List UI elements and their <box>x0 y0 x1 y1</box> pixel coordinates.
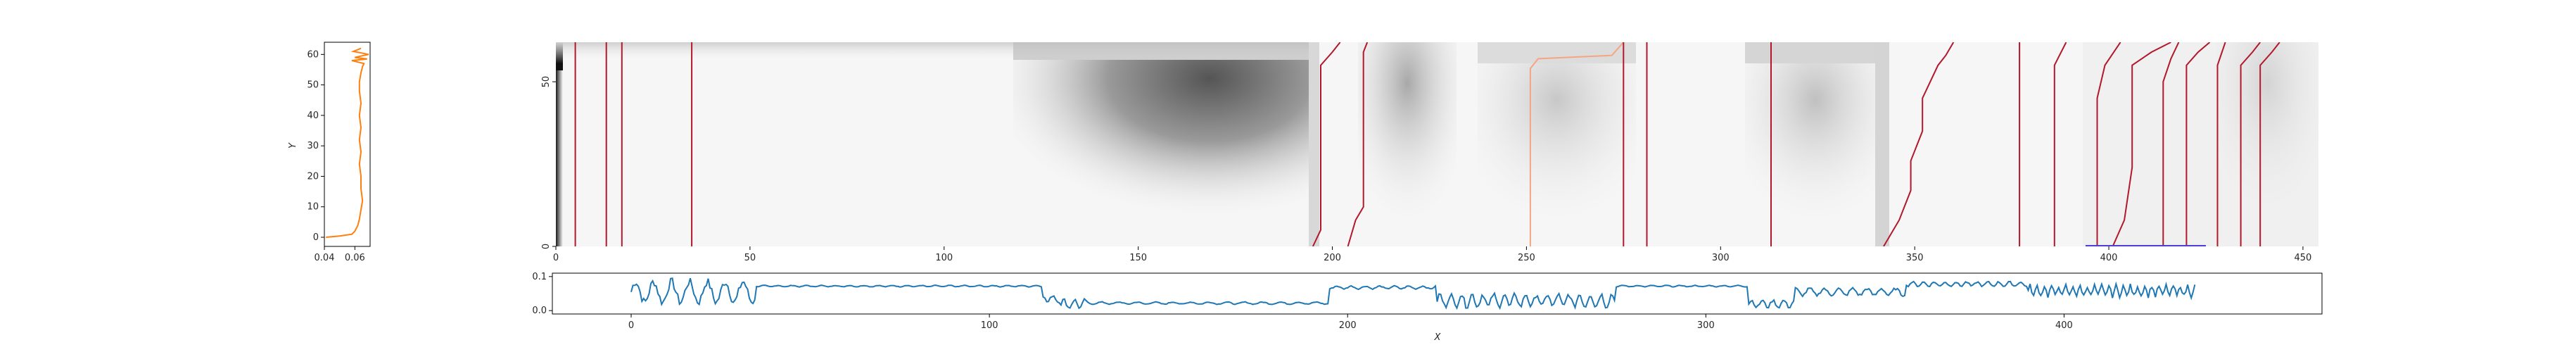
heatmap-image <box>556 42 2318 246</box>
left-profile-line <box>326 47 369 238</box>
heatmap-trace-line <box>1347 42 1369 246</box>
left-ytick-label: 30 <box>307 141 319 151</box>
left-ytick-label: 10 <box>307 202 319 213</box>
bottom-signal-xlabel: X <box>1434 332 1442 343</box>
bottom-xtick-label: 0 <box>628 320 634 331</box>
bottom-ytick-label: 0.1 <box>532 272 547 282</box>
bottom-signal-panel: 0 100 200 300 400 0.0 0.1 X <box>532 272 2323 343</box>
heatmap-xtick-label: 0 <box>553 253 559 263</box>
heatmap-trace-line <box>2240 42 2261 246</box>
heatmap-xtick-label: 200 <box>1324 253 1341 263</box>
bottom-xtick-label: 400 <box>2055 320 2073 331</box>
left-profile-xticks: 0.04 0.06 <box>315 246 365 263</box>
left-profile-ylabel: Y <box>288 142 298 149</box>
left-ytick-label: 40 <box>307 111 319 121</box>
bottom-xtick-label: 200 <box>1339 320 1357 331</box>
bottom-signal-yticks: 0.0 0.1 <box>532 272 552 316</box>
heatmap-trace-line <box>1529 42 1625 246</box>
heatmap-xtick-label: 250 <box>1518 253 1535 263</box>
heatmap-trace-line <box>2053 42 2067 246</box>
heatmap-ytick-label: 0 <box>541 244 552 249</box>
heatmap-xtick-label: 450 <box>2295 253 2312 263</box>
bottom-ytick-label: 0.0 <box>532 306 547 316</box>
bottom-signal-line <box>630 277 2196 310</box>
bottom-signal-xticks: 0 100 200 300 400 <box>628 314 2073 331</box>
heatmap-xtick-label: 300 <box>1712 253 1730 263</box>
heatmap-trace-line <box>1312 42 1341 246</box>
heatmap-ytick-label: 50 <box>541 76 552 88</box>
heatmap-trace-line <box>2096 42 2121 246</box>
heatmap-trace-line <box>2185 42 2211 246</box>
heatmap-xtick-label: 100 <box>935 253 953 263</box>
left-ytick-label: 60 <box>307 49 319 60</box>
heatmap-yticks: 0 50 <box>541 76 556 249</box>
heatmap-trace-line <box>2162 42 2180 246</box>
heatmap-trace-line <box>2259 42 2280 246</box>
bottom-signal-frame <box>552 272 2323 315</box>
left-ytick-label: 20 <box>307 171 319 182</box>
left-xtick-label: 0.06 <box>345 253 365 263</box>
bottom-xtick-label: 100 <box>981 320 998 331</box>
left-profile-frame <box>324 42 371 247</box>
left-ytick-label: 50 <box>307 80 319 91</box>
heatmap-xtick-label: 150 <box>1129 253 1147 263</box>
heatmap-lines <box>574 42 2280 246</box>
left-xtick-label: 0.04 <box>315 253 335 263</box>
heatmap-xticks: 0 50 100 150 200 250 300 350 400 450 <box>553 246 2311 263</box>
left-profile-panel: 0 10 20 30 40 50 60 0.04 0.06 Y <box>288 42 371 263</box>
heatmap-trace-line <box>2112 42 2171 246</box>
heatmap-panel: 0 50 100 150 200 250 300 350 400 450 0 50 <box>541 42 2318 263</box>
heatmap-xtick-label: 350 <box>1906 253 1924 263</box>
left-ytick-label: 0 <box>313 232 319 243</box>
bottom-xtick-label: 300 <box>1697 320 1715 331</box>
heatmap-xtick-label: 50 <box>744 253 756 263</box>
heatmap-trace-line <box>1883 42 1955 246</box>
heatmap-xtick-label: 400 <box>2100 253 2118 263</box>
left-profile-yticks: 0 10 20 30 40 50 60 <box>307 49 324 243</box>
heatmap-trace-line <box>2216 42 2226 246</box>
